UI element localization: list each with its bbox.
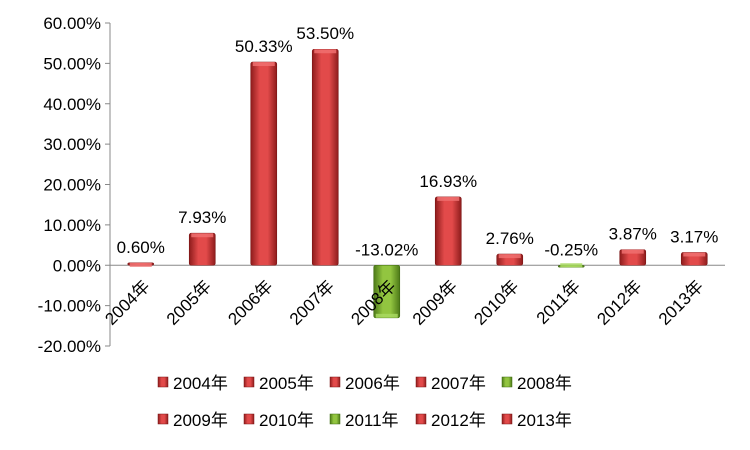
legend-swatch — [243, 413, 255, 425]
legend-label: 2006年 — [345, 374, 400, 393]
x-tick-label: 2006年 — [224, 277, 276, 329]
data-label: 3.17% — [670, 227, 718, 246]
legend-swatch — [329, 413, 341, 425]
y-tick-label: -20.00% — [38, 337, 101, 356]
data-label: 50.33% — [235, 37, 293, 56]
legend-label: 2005年 — [259, 374, 314, 393]
legend: 2004年 2005年 2006年 2007年 2008年 2009年 2010年 2011年… — [157, 374, 572, 430]
legend-label: 2008年 — [517, 374, 572, 393]
data-label: 53.50% — [296, 24, 354, 43]
bar-bevel — [498, 254, 521, 259]
y-tick-label: 30.00% — [43, 135, 101, 154]
bar — [250, 61, 278, 266]
y-tick-label: 60.00% — [43, 14, 101, 33]
legend-swatch — [157, 376, 169, 388]
x-tick-label: 2013年 — [655, 277, 707, 329]
y-tick-label: 20.00% — [43, 176, 101, 195]
bar-bevel — [314, 49, 337, 54]
data-label: 7.93% — [178, 208, 226, 227]
x-tick-label: 2011年 — [533, 277, 584, 328]
legend-swatch — [415, 376, 427, 388]
x-tick-label: 2012年 — [593, 277, 645, 329]
y-tick-label: 0.00% — [53, 256, 101, 275]
legend-swatch — [501, 413, 513, 425]
bar-bevel — [252, 62, 275, 67]
data-label: 0.60% — [117, 238, 165, 257]
category-labels: 2004年 2005年 2006年 2007年 2008年 2009年 2010年 2011年… — [101, 277, 707, 329]
bars — [127, 48, 708, 319]
legend-swatch — [501, 376, 513, 388]
legend-label: 2009年 — [173, 411, 228, 430]
legend-swatch — [243, 376, 255, 388]
bar — [311, 48, 339, 266]
data-label: 16.93% — [419, 172, 477, 191]
legend-label: 2012年 — [431, 411, 486, 430]
legend-swatch — [157, 413, 169, 425]
bar-bevel — [375, 313, 398, 318]
axes: -20.00% -10.00% 0.00% 10.00% 20.00% 30.00% 40.… — [38, 14, 725, 356]
bar — [434, 196, 462, 266]
data-label: 2.76% — [486, 229, 534, 248]
legend-swatch — [329, 376, 341, 388]
bar-bevel — [560, 263, 583, 268]
y-tick-label: -10.00% — [38, 297, 101, 316]
bar-bevel — [621, 249, 644, 254]
bar — [188, 232, 216, 266]
legend-label: 2007年 — [431, 374, 486, 393]
y-tick-label: 40.00% — [43, 95, 101, 114]
bar-bevel — [191, 233, 214, 238]
y-tick-label: 50.00% — [43, 54, 101, 73]
legend-label: 2011年 — [345, 411, 399, 430]
x-tick-label: 2007年 — [286, 277, 338, 329]
legend-label: 2004年 — [173, 374, 228, 393]
x-tick-label: 2004年 — [101, 277, 153, 329]
bar-bevel — [129, 262, 152, 267]
x-tick-label: 2010年 — [470, 277, 522, 329]
data-labels: 0.60% 7.93% 50.33%53.50% -13.02% 16.93% 2.76%… — [117, 24, 719, 259]
bar-bevel — [683, 252, 706, 257]
bar-bevel — [437, 196, 460, 201]
data-label: -13.02% — [355, 240, 418, 259]
y-tick-label: 10.00% — [43, 216, 101, 235]
data-label: -0.25% — [544, 240, 598, 259]
x-tick-label: 2005年 — [163, 277, 215, 329]
legend-label: 2010年 — [259, 411, 314, 430]
legend-label: 2013年 — [517, 411, 572, 430]
legend-swatch — [415, 413, 427, 425]
x-tick-label: 2009年 — [409, 277, 461, 329]
data-label: 3.87% — [609, 225, 657, 244]
